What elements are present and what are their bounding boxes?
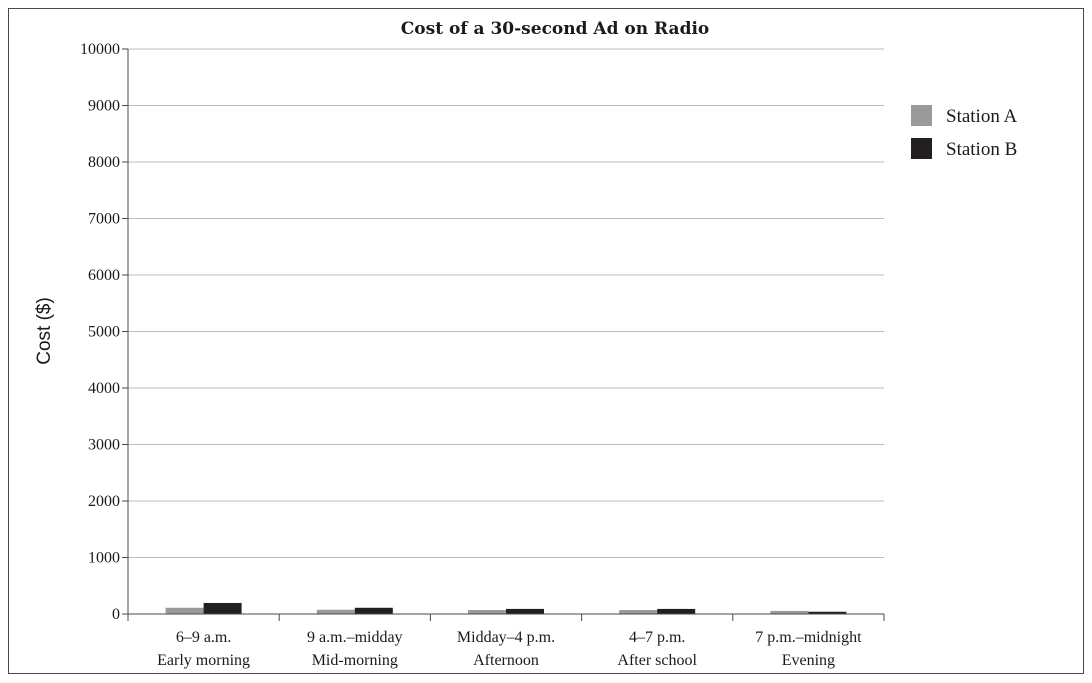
y-axis-label: Cost ($) <box>34 297 55 365</box>
gridlines <box>128 48 884 558</box>
x-category-label: Early morning <box>157 652 250 669</box>
y-tick-label: 5000 <box>88 324 120 341</box>
y-tick-label: 2000 <box>88 493 120 510</box>
y-tick-label: 4000 <box>88 380 120 397</box>
bar-station-a <box>619 610 658 614</box>
bar-station-b <box>203 602 242 614</box>
x-category-label: Midday–4 p.m. <box>457 629 555 646</box>
chart-frame <box>8 8 1084 674</box>
x-category-label: 9 a.m.–midday <box>307 629 403 646</box>
y-tick-label: 8000 <box>88 154 120 171</box>
bars <box>165 602 847 614</box>
axes <box>122 48 885 621</box>
bar-station-a <box>770 610 809 614</box>
x-category-labels: 6–9 a.m. Early morning 9 a.m.–midday Mid-mo… <box>157 629 862 669</box>
legend-swatch <box>911 105 932 126</box>
bar-station-a <box>165 607 204 614</box>
bar-station-b <box>657 608 696 614</box>
x-category-label: Evening <box>782 652 835 669</box>
legend-label: Station A <box>946 106 1018 127</box>
x-category-label: Afternoon <box>473 652 539 669</box>
x-category-label: 6–9 a.m. <box>176 629 232 646</box>
legend-label: Station B <box>946 139 1017 160</box>
x-category-label: 7 p.m.–midnight <box>755 629 862 646</box>
x-category-label: Mid-morning <box>312 652 398 669</box>
bar-station-a <box>316 609 355 614</box>
y-tick-label: 6000 <box>88 267 120 284</box>
chart-title: Cost of a 30-second Ad on Radio <box>401 19 710 39</box>
y-tick-label: 10000 <box>80 41 120 58</box>
bar-station-b <box>506 608 544 614</box>
y-tick-labels: 0 1000 2000 3000 4000 5000 6000 7000 8000 9000 100… <box>80 41 120 623</box>
legend-swatch <box>911 138 932 159</box>
bar-station-b <box>354 607 393 614</box>
y-tick-label: 9000 <box>88 98 120 115</box>
bar-station-b <box>808 611 847 614</box>
x-category-label: 4–7 p.m. <box>629 629 685 646</box>
y-tick-label: 0 <box>112 606 120 623</box>
legend: Station A Station B <box>911 105 1018 160</box>
y-tick-label: 1000 <box>88 550 120 567</box>
y-tick-label: 7000 <box>88 211 120 228</box>
y-tick-label: 3000 <box>88 437 120 454</box>
bar-station-a <box>468 610 506 614</box>
x-category-label: After school <box>617 652 697 669</box>
